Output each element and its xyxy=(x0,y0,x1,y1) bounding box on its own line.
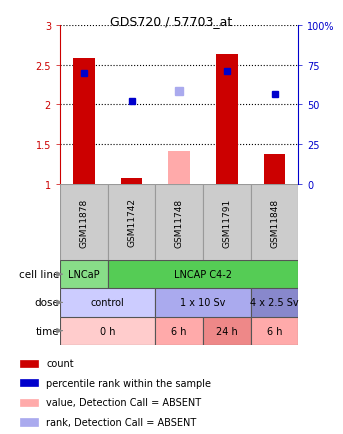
Bar xyxy=(60,289,155,317)
Text: 1 x 10 Sv: 1 x 10 Sv xyxy=(180,298,226,308)
Text: dose: dose xyxy=(34,298,59,308)
Text: GDS720 / 57703_at: GDS720 / 57703_at xyxy=(110,15,233,28)
Bar xyxy=(216,56,238,184)
Text: GSM11748: GSM11748 xyxy=(175,198,184,247)
Bar xyxy=(203,317,251,345)
Bar xyxy=(155,317,203,345)
Bar xyxy=(108,260,298,289)
Text: cell line: cell line xyxy=(19,270,59,279)
Text: value, Detection Call = ABSENT: value, Detection Call = ABSENT xyxy=(46,398,201,408)
Bar xyxy=(60,317,155,345)
Bar xyxy=(20,379,38,387)
Bar xyxy=(264,155,285,184)
Bar xyxy=(155,289,251,317)
Bar xyxy=(155,184,203,260)
Text: 6 h: 6 h xyxy=(267,326,282,336)
Bar xyxy=(203,184,251,260)
Bar xyxy=(108,184,155,260)
Bar xyxy=(20,399,38,406)
Text: GSM11791: GSM11791 xyxy=(222,198,232,247)
Bar xyxy=(60,184,108,260)
Text: LNCAP C4-2: LNCAP C4-2 xyxy=(174,270,232,279)
Text: control: control xyxy=(91,298,125,308)
Text: count: count xyxy=(46,358,74,368)
Text: 4 x 2.5 Sv: 4 x 2.5 Sv xyxy=(250,298,299,308)
Text: 24 h: 24 h xyxy=(216,326,238,336)
Bar xyxy=(20,418,38,425)
Text: percentile rank within the sample: percentile rank within the sample xyxy=(46,378,211,388)
Text: GSM11878: GSM11878 xyxy=(79,198,88,247)
Bar xyxy=(73,59,95,184)
Bar xyxy=(251,184,298,260)
Bar xyxy=(60,260,108,289)
Text: LNCaP: LNCaP xyxy=(68,270,100,279)
Text: rank, Detection Call = ABSENT: rank, Detection Call = ABSENT xyxy=(46,417,196,427)
Text: time: time xyxy=(35,326,59,336)
Text: 0 h: 0 h xyxy=(100,326,116,336)
Bar xyxy=(168,151,190,184)
Bar xyxy=(121,179,142,184)
Text: 6 h: 6 h xyxy=(172,326,187,336)
Text: GSM11742: GSM11742 xyxy=(127,198,136,247)
Text: GSM11848: GSM11848 xyxy=(270,198,279,247)
Bar xyxy=(251,317,298,345)
Bar xyxy=(20,360,38,367)
Bar xyxy=(251,289,298,317)
